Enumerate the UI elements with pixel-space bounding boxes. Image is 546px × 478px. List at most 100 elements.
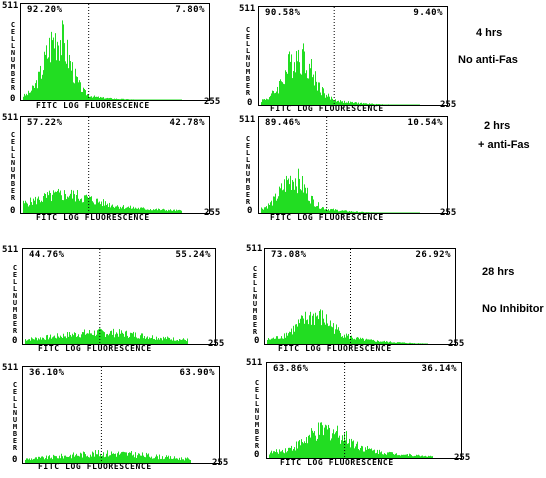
histogram-bar bbox=[391, 212, 392, 213]
histogram-bar bbox=[342, 336, 343, 344]
histogram-bar bbox=[330, 209, 331, 213]
histogram-bar bbox=[59, 60, 60, 100]
histogram-bar bbox=[87, 196, 88, 213]
histogram-bar bbox=[395, 342, 396, 344]
histogram-bar bbox=[25, 339, 26, 344]
histogram-bar bbox=[384, 212, 385, 213]
histogram-bar bbox=[362, 337, 363, 344]
histogram-bar bbox=[174, 340, 175, 344]
histogram-bar bbox=[392, 104, 393, 105]
histogram-bar bbox=[175, 340, 176, 344]
gate-right-percent: 63.90% bbox=[179, 368, 215, 378]
histogram-bar bbox=[396, 453, 397, 458]
histogram-bar bbox=[383, 212, 384, 213]
histogram-bar bbox=[333, 208, 334, 213]
histogram-bar bbox=[278, 196, 279, 213]
histogram-bar bbox=[41, 339, 42, 344]
histogram-bar bbox=[107, 203, 108, 213]
y-max-label: 511 bbox=[2, 113, 19, 123]
histogram-svg bbox=[269, 363, 433, 458]
histogram-bar bbox=[388, 452, 389, 458]
histogram-bar bbox=[347, 211, 348, 213]
histogram-bar bbox=[328, 209, 329, 213]
histogram-bar bbox=[417, 343, 418, 344]
histogram-bar bbox=[353, 103, 354, 105]
histogram-bar bbox=[311, 195, 312, 213]
histogram-bar bbox=[99, 98, 100, 100]
histogram-bar bbox=[127, 207, 128, 213]
histogram-bar bbox=[340, 100, 341, 105]
histogram-bar bbox=[306, 320, 307, 344]
histogram-bar bbox=[296, 186, 297, 213]
histogram-bar bbox=[121, 330, 122, 344]
histogram-bar bbox=[157, 99, 158, 100]
histogram-bar bbox=[281, 81, 282, 105]
histogram-bar bbox=[302, 442, 303, 458]
histogram-bar bbox=[70, 454, 71, 463]
histogram-bar bbox=[41, 456, 42, 463]
histogram-bar bbox=[84, 452, 85, 463]
histogram-bar bbox=[90, 96, 91, 100]
histogram-bar bbox=[341, 336, 342, 344]
histogram-bar bbox=[34, 87, 35, 100]
histogram-bar bbox=[101, 455, 102, 463]
histogram-bar bbox=[303, 318, 304, 344]
histogram-bar bbox=[138, 99, 139, 100]
histogram-bar bbox=[136, 457, 137, 463]
histogram-bar bbox=[290, 448, 291, 458]
histogram-bar bbox=[127, 335, 128, 344]
histogram-bar bbox=[83, 87, 84, 100]
histogram-bar bbox=[107, 333, 108, 344]
histogram-bar bbox=[312, 430, 313, 458]
condition-label-1a: 4 hrs bbox=[476, 27, 503, 39]
condition-label-2b: + anti-Fas bbox=[478, 139, 530, 151]
histogram-bar bbox=[92, 97, 93, 100]
histogram-bar bbox=[397, 342, 398, 344]
histogram-bar bbox=[46, 45, 47, 100]
histogram-bar bbox=[86, 456, 87, 463]
histogram-bar bbox=[284, 179, 285, 213]
histogram-bar bbox=[150, 209, 151, 213]
histogram-bar bbox=[310, 437, 311, 458]
histogram-bar bbox=[64, 43, 65, 100]
histogram-bar bbox=[360, 447, 361, 458]
histogram-bar bbox=[269, 339, 270, 344]
histogram-bar bbox=[287, 180, 288, 213]
histogram-bar bbox=[400, 342, 401, 344]
histogram-bar bbox=[397, 104, 398, 105]
histogram-bar bbox=[90, 454, 91, 463]
histogram-bar bbox=[402, 104, 403, 105]
histogram-bar bbox=[302, 315, 303, 344]
histogram-bar bbox=[308, 435, 309, 458]
histogram-bar bbox=[283, 189, 284, 213]
histogram-bar bbox=[348, 101, 349, 105]
histogram-bar bbox=[119, 208, 120, 213]
histogram-bar bbox=[269, 97, 270, 105]
histogram-bar bbox=[282, 190, 283, 213]
gate-right-percent: 42.78% bbox=[169, 118, 205, 128]
histogram-bar bbox=[291, 54, 292, 105]
histogram-bar bbox=[112, 204, 113, 213]
histogram-bar bbox=[270, 202, 271, 213]
histogram-bar bbox=[102, 97, 103, 100]
histogram-bar bbox=[179, 209, 180, 213]
histogram-bar bbox=[155, 209, 156, 213]
histogram-bar bbox=[53, 37, 54, 100]
histogram-bar bbox=[418, 454, 419, 458]
histogram-bar bbox=[60, 190, 61, 213]
histogram-bar bbox=[367, 103, 368, 105]
histogram-bar bbox=[135, 99, 136, 100]
histogram-bar bbox=[301, 74, 302, 105]
histogram-bar bbox=[408, 104, 409, 105]
histogram-bar bbox=[317, 205, 318, 213]
histogram-bar bbox=[419, 455, 420, 458]
histogram-bar bbox=[79, 200, 80, 213]
histogram-bar bbox=[152, 99, 153, 100]
histogram-bar bbox=[165, 210, 166, 213]
histogram-bar bbox=[276, 449, 277, 458]
histogram-bar bbox=[386, 454, 387, 458]
histogram-bar bbox=[407, 454, 408, 458]
gate-right-percent: 36.14% bbox=[421, 364, 457, 374]
histogram-bar bbox=[292, 78, 293, 105]
